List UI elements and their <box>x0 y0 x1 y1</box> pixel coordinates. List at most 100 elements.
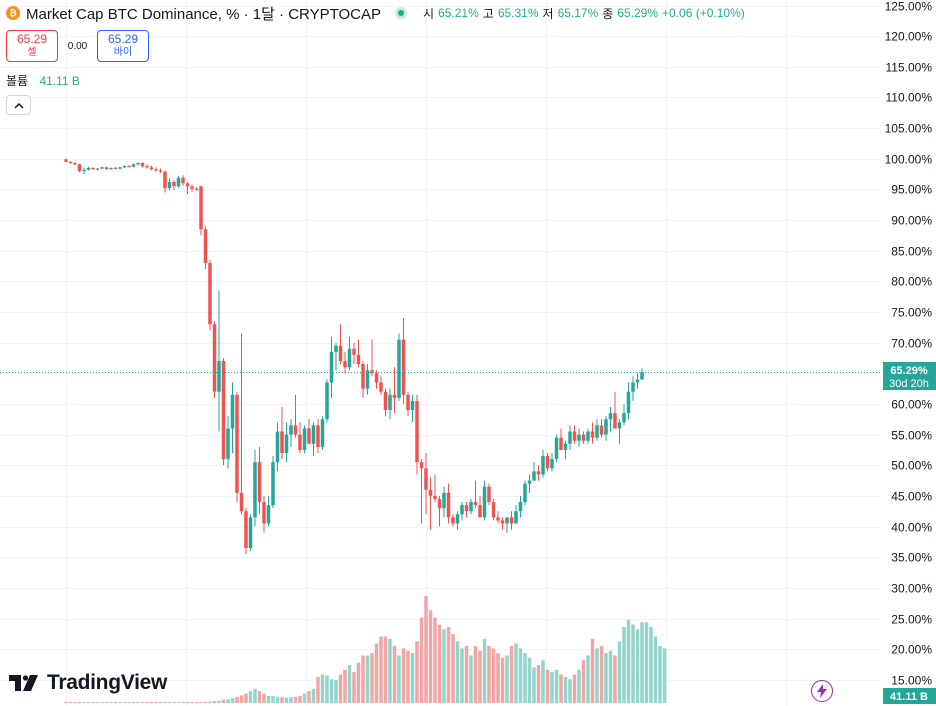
candle-body <box>586 431 590 441</box>
volume-bar <box>266 695 271 703</box>
candle-body <box>496 517 500 521</box>
sell-button[interactable]: 65.29 셀 <box>6 30 58 62</box>
volume-bar <box>613 655 617 703</box>
candle-body <box>217 361 221 392</box>
brand-name: TradingView <box>47 671 168 694</box>
volume-bar <box>149 702 154 703</box>
candle-body <box>446 492 451 518</box>
y-tick-label: 85.00% <box>891 245 932 259</box>
candle-body <box>244 511 248 549</box>
candle-body <box>77 164 82 172</box>
volume-bar <box>244 693 248 703</box>
candle-body <box>338 345 343 362</box>
candle-body <box>545 456 550 469</box>
candle-body <box>608 413 613 420</box>
volume-bar <box>275 696 280 703</box>
candle-body <box>352 348 356 355</box>
y-tick-label: 115.00% <box>886 61 933 75</box>
y-tick-label: 80.00% <box>891 275 932 289</box>
candle-body <box>293 425 298 435</box>
candle-body <box>410 400 415 411</box>
candle-body <box>451 517 455 524</box>
volume-bar <box>581 660 586 703</box>
spread-value: 0.00 <box>67 40 88 52</box>
volume-bar <box>73 702 77 703</box>
volume-bar <box>347 665 352 703</box>
tradingview-logo-icon <box>9 675 38 691</box>
volume-bar <box>500 657 505 703</box>
candle-body <box>118 167 122 169</box>
volume-bar <box>82 702 86 703</box>
market-status-icon[interactable] <box>395 7 408 19</box>
symbol-title[interactable]: Market Cap BTC Dominance, % · 1달 · CRYPT… <box>26 5 382 23</box>
volume-bar <box>563 676 568 703</box>
candle-body <box>478 505 482 518</box>
change-value: +0.06 (+0.10%) <box>662 6 745 20</box>
price-axis[interactable]: 125.00% 120.00% 115.00% 110.00% 105.00% 100.0… <box>885 0 933 688</box>
candle-body <box>248 517 253 549</box>
volume-bar <box>271 695 275 703</box>
collapse-legend-button[interactable] <box>6 95 31 115</box>
volume-bar <box>487 646 491 703</box>
volume-bar <box>239 695 244 703</box>
candle-body <box>487 486 491 503</box>
volume-bar <box>635 629 640 703</box>
volume-badge-value: 41.11 B <box>890 691 928 703</box>
volume-bar <box>640 622 644 703</box>
volume-bar <box>280 697 284 703</box>
candle-body <box>383 391 388 411</box>
volume-bar <box>397 655 401 703</box>
volume-bar <box>253 688 257 703</box>
volume-badge <box>883 688 936 704</box>
candle-body <box>365 370 370 389</box>
volume-bar <box>100 702 104 703</box>
live-bolt-button[interactable] <box>811 680 833 702</box>
candle-body <box>154 169 158 171</box>
buy-button[interactable]: 65.29 바이 <box>97 30 149 62</box>
candle-body <box>635 379 640 383</box>
volume-bar <box>95 702 100 703</box>
y-tick-label: 100.00% <box>885 153 933 167</box>
volume-bar <box>388 638 392 703</box>
candle-body <box>397 339 401 398</box>
candle-body <box>424 468 428 490</box>
volume-bar <box>541 660 545 703</box>
volume-legend[interactable]: 볼륨 41.11 B <box>6 72 80 89</box>
volume-bar <box>325 675 329 703</box>
volume-bar <box>352 672 356 703</box>
y-tick-label: 15.00% <box>891 674 932 688</box>
volume-bar <box>118 702 122 703</box>
candle-body <box>86 167 91 170</box>
volume-bar <box>293 696 298 703</box>
y-tick-label: 105.00% <box>885 122 933 136</box>
grid-lines <box>0 0 880 706</box>
volume-bar <box>532 667 536 703</box>
volume-bar <box>595 648 599 703</box>
candle-body <box>428 489 433 496</box>
volume-bar <box>586 655 590 703</box>
candle-body <box>343 361 347 368</box>
candle-series <box>64 158 644 555</box>
chevron-up-icon <box>13 102 24 109</box>
candle-body <box>572 431 577 441</box>
volume-bar <box>176 702 181 703</box>
tradingview-logo[interactable]: TradingView <box>9 671 167 695</box>
volume-bar <box>158 702 163 703</box>
volume-bar <box>356 662 361 703</box>
volume-bar <box>653 636 658 703</box>
y-tick-label: 35.00% <box>891 551 932 565</box>
candle-body <box>167 182 172 189</box>
volume-bar <box>631 624 635 703</box>
volume-bar <box>577 669 581 703</box>
open-label: 시 <box>423 6 435 21</box>
candle-body <box>406 394 410 411</box>
candle-body <box>68 161 73 164</box>
y-tick-label: 90.00% <box>891 214 932 228</box>
candle-body <box>145 166 149 168</box>
candle-body <box>415 400 419 463</box>
close-label: 종 <box>602 6 614 21</box>
volume-bar <box>298 695 302 703</box>
candle-body <box>64 159 68 162</box>
candle-body <box>73 163 77 165</box>
